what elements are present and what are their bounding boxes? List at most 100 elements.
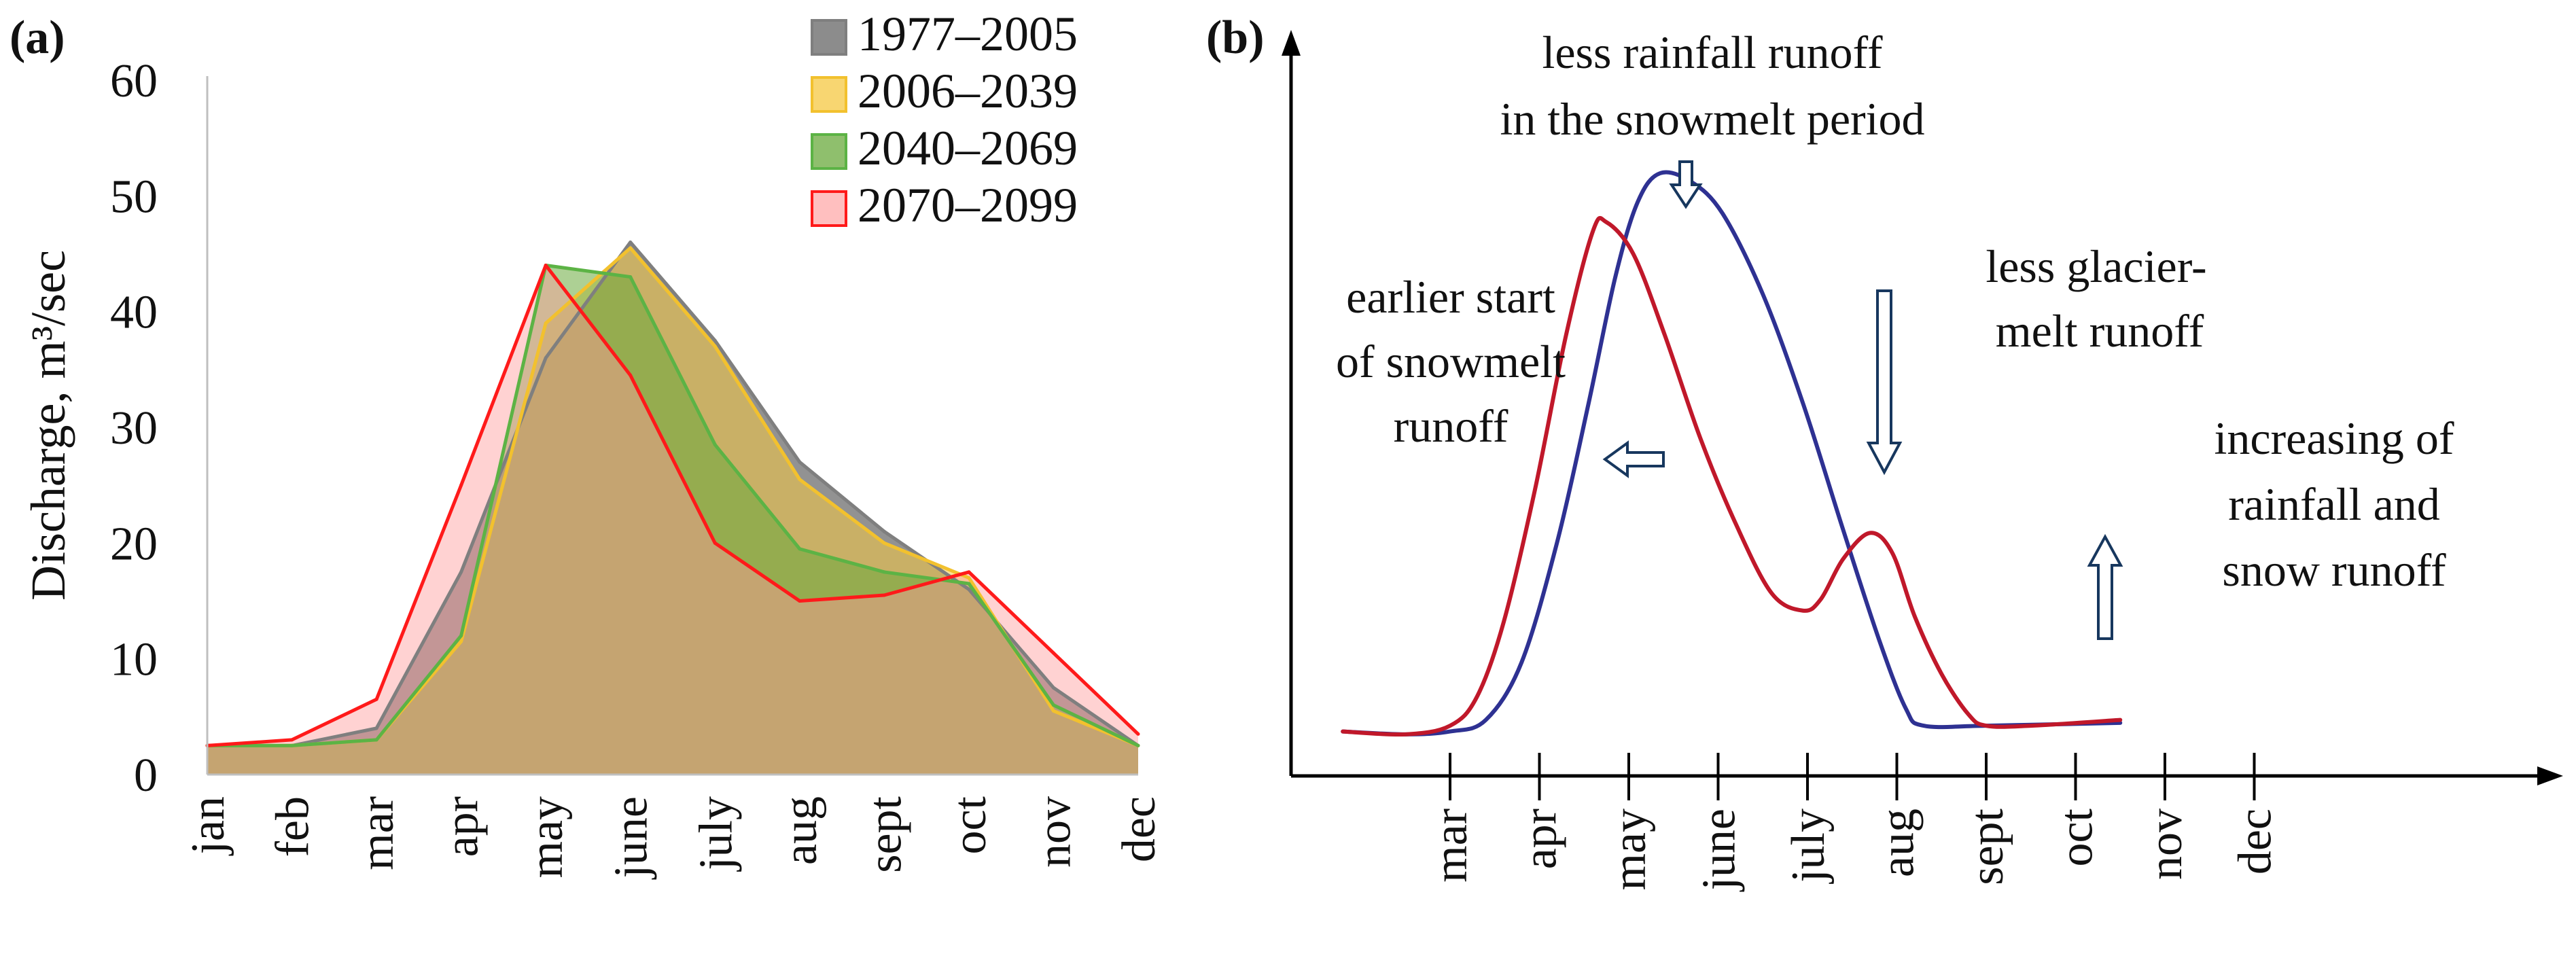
panel-a-y-axis-title: Discharge, m³/sec (21, 250, 75, 601)
point-1977-2005-aug (798, 460, 802, 464)
point-2070-2099-feb (290, 738, 294, 742)
future-hydrograph-curve (1341, 215, 2123, 737)
legend-swatch-2040-2069 (811, 133, 847, 170)
panel-a-y-ticks: 0 10 20 30 40 50 60 (110, 55, 158, 802)
panel-a-x-ticks: jan feb mar apr may june july aug sept oct nov dec (182, 796, 1165, 880)
y-tick-label-0: 0 (134, 749, 158, 802)
point-2070-2099-aug (798, 599, 802, 603)
legend-entry-2070-2099: 2070–2099 (858, 178, 1078, 232)
point-2070-2099-july (713, 541, 717, 545)
b-x-tick-label-dec: dec (2229, 809, 2282, 874)
b-x-tick-label-july: july (1782, 809, 1835, 885)
x-tick-label-dec: dec (1113, 796, 1165, 862)
y-tick-label-60: 60 (110, 55, 158, 107)
point-2006-2039-nov (1051, 709, 1055, 713)
point-2006-2039-june (629, 246, 633, 250)
panel-b-label: (b) (1206, 12, 1265, 64)
point-1977-2005-apr (459, 570, 463, 574)
point-1977-2005-june (629, 240, 633, 244)
panel-a: (a) 0 10 20 30 40 50 60 jan feb mar apr may june jul… (10, 7, 1165, 881)
point-2006-2039-apr (459, 639, 463, 643)
b-x-tick-label-nov: nov (2140, 809, 2192, 880)
y-tick-label-10: 10 (110, 634, 158, 686)
panel-a-areas (205, 240, 1140, 775)
annotation-less-rainfall-line-2: in the snowmelt period (1500, 93, 1924, 145)
x-tick-label-june: june (605, 796, 658, 881)
x-tick-label-mar: mar (351, 796, 404, 870)
point-2006-2039-oct (967, 575, 971, 580)
b-x-tick-label-may: may (1604, 809, 1656, 891)
legend-swatch-2006-2039 (811, 76, 847, 113)
annotation-increasing-line-3: snow runoff (2222, 544, 2446, 596)
arrow-up-rainfall-icon (2087, 533, 2123, 640)
point-2070-2099-mar (374, 697, 378, 701)
arrow-down-rainfall-icon (1669, 160, 1703, 209)
x-tick-label-oct: oct (944, 796, 996, 854)
y-tick-label-40: 40 (110, 287, 158, 339)
y-tick-label-30: 30 (110, 402, 158, 455)
x-tick-label-nov: nov (1028, 796, 1080, 868)
x-tick-label-may: may (521, 796, 573, 879)
legend-entry-1977-2005: 1977–2005 (858, 7, 1078, 61)
legend-entry-2006-2039: 2006–2039 (858, 64, 1078, 118)
arrow-left-snowmelt-icon (1602, 440, 1665, 478)
point-2040-2069-apr (459, 634, 463, 638)
annotation-increasing-line-1: increasing of (2214, 412, 2454, 464)
legend-entry-2040-2069: 2040–2069 (858, 121, 1078, 175)
point-1977-2005-nov (1051, 686, 1055, 690)
b-x-tick-label-aug: aug (1872, 809, 1924, 877)
area-2070-2099 (207, 265, 1138, 775)
legend-swatch-2070-2099 (811, 190, 847, 227)
point-2040-2069-feb (290, 743, 294, 747)
point-2070-2099-dec (1136, 732, 1140, 736)
annotation-less-glacier: less glacier- melt runoff (1866, 241, 2207, 476)
annotation-less-glacier-line-1: less glacier- (1986, 241, 2206, 292)
annotation-less-rainfall: less rainfall runoff in the snowmelt per… (1500, 26, 1925, 209)
y-tick-label-50: 50 (110, 171, 158, 223)
point-2006-2039-aug (798, 478, 802, 482)
annotation-less-rainfall-line-1: less rainfall runoff (1542, 26, 1882, 78)
point-2070-2099-apr (459, 483, 463, 487)
b-x-tick-label-apr: apr (1515, 809, 1567, 869)
point-1977-2005-mar (374, 726, 378, 730)
b-x-tick-label-sept: sept (1961, 808, 2013, 885)
x-tick-label-sept: sept (859, 796, 911, 872)
point-1977-2005-may (544, 356, 548, 360)
annotation-earlier-start-line-1: earlier start (1346, 271, 1555, 323)
point-2070-2099-oct (967, 570, 971, 574)
x-tick-label-july: july (690, 796, 742, 872)
annotation-earlier-start: earlier start of snowmelt runoff (1336, 271, 1665, 478)
point-2070-2099-sept (882, 593, 886, 597)
point-1977-2005-july (713, 338, 717, 342)
point-2040-2069-sept (882, 570, 886, 574)
point-1977-2005-sept (882, 529, 886, 533)
annotation-increasing: increasing of rainfall and snow runoff (2087, 412, 2454, 640)
point-1977-2005-oct (967, 587, 971, 591)
panel-a-label: (a) (10, 12, 65, 64)
annotation-increasing-line-2: rainfall and (2228, 478, 2440, 530)
point-2006-2039-sept (882, 541, 886, 545)
annotation-earlier-start-line-2: of snowmelt (1336, 336, 1566, 387)
x-tick-label-jan: jan (182, 796, 234, 857)
annotation-less-glacier-line-2: melt runoff (1996, 305, 2204, 357)
point-2006-2039-july (713, 344, 717, 349)
point-2070-2099-nov (1051, 651, 1055, 655)
b-x-tick-label-oct: oct (2051, 808, 2103, 866)
panel-b-y-axis-arrowhead (1282, 30, 1301, 56)
annotation-earlier-start-line-3: runoff (1394, 400, 1508, 452)
point-2040-2069-july (713, 443, 717, 447)
panel-b-x-ticks: mar apr may june july aug sept oct nov dec (1425, 753, 2282, 893)
point-2006-2039-may (544, 321, 548, 325)
panel-b-x-axis-arrowhead (2537, 766, 2563, 785)
x-tick-label-aug: aug (775, 796, 827, 865)
x-tick-label-apr: apr (436, 796, 489, 857)
point-2040-2069-aug (798, 547, 802, 551)
b-x-tick-label-mar: mar (1425, 809, 1477, 883)
point-2040-2069-june (629, 275, 633, 279)
point-2070-2099-may (544, 264, 548, 268)
y-tick-label-20: 20 (110, 518, 158, 570)
line-2070-2099 (207, 264, 1140, 747)
point-2040-2069-mar (374, 738, 378, 742)
